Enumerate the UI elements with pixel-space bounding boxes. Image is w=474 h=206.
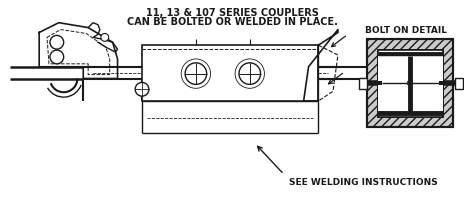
Bar — [378, 85, 443, 111]
Text: BOLT ON DETAIL: BOLT ON DETAIL — [365, 26, 447, 35]
Bar — [367, 39, 454, 128]
Bar — [456, 77, 463, 89]
Bar — [142, 45, 319, 101]
Bar — [367, 39, 454, 128]
Circle shape — [135, 82, 149, 96]
Circle shape — [239, 63, 261, 84]
Bar — [378, 50, 443, 117]
Bar — [378, 50, 443, 117]
Text: SEE WELDING INSTRUCTIONS: SEE WELDING INSTRUCTIONS — [289, 178, 438, 187]
Text: CAN BE BOLTED OR WELDED IN PLACE.: CAN BE BOLTED OR WELDED IN PLACE. — [127, 17, 337, 27]
Bar — [382, 80, 439, 87]
Bar — [382, 54, 439, 113]
Circle shape — [50, 50, 64, 64]
Bar — [359, 77, 367, 89]
Circle shape — [185, 63, 207, 84]
Circle shape — [50, 35, 64, 49]
Text: 11, 13 & 107 SERIES COUPLERS: 11, 13 & 107 SERIES COUPLERS — [146, 8, 319, 18]
Circle shape — [101, 33, 109, 41]
Bar — [378, 56, 443, 81]
